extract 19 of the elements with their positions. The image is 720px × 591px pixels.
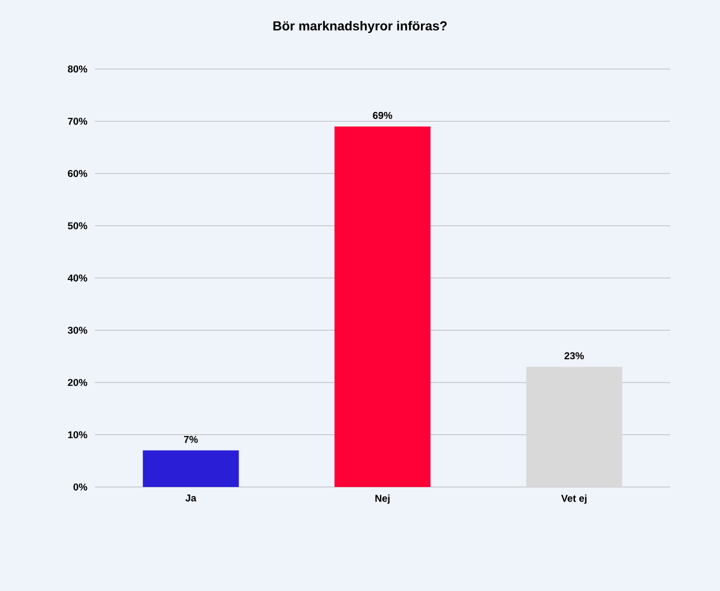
y-tick-label: 40% (68, 274, 88, 282)
x-tick-label: Vet ej (561, 494, 586, 504)
bar (334, 126, 431, 487)
data-label: 69% (372, 112, 392, 119)
y-tick-label: 30% (68, 326, 88, 334)
y-tick-label: 10% (68, 431, 88, 438)
bar (526, 366, 622, 487)
chart-title: Bör marknadshyror införas? (273, 20, 447, 34)
bar (142, 450, 239, 487)
data-label: 7% (184, 436, 198, 443)
y-tick-label: 80% (68, 65, 88, 73)
y-tick-label: 70% (68, 118, 88, 125)
x-tick-label: Nej (375, 494, 390, 504)
y-tick-label: 50% (68, 222, 88, 230)
y-tick-label: 20% (68, 378, 88, 386)
y-tick-label: 0% (73, 483, 88, 491)
data-label: 23% (564, 352, 584, 360)
y-tick-label: 60% (68, 170, 88, 178)
x-tick-label: Ja (185, 494, 196, 502)
